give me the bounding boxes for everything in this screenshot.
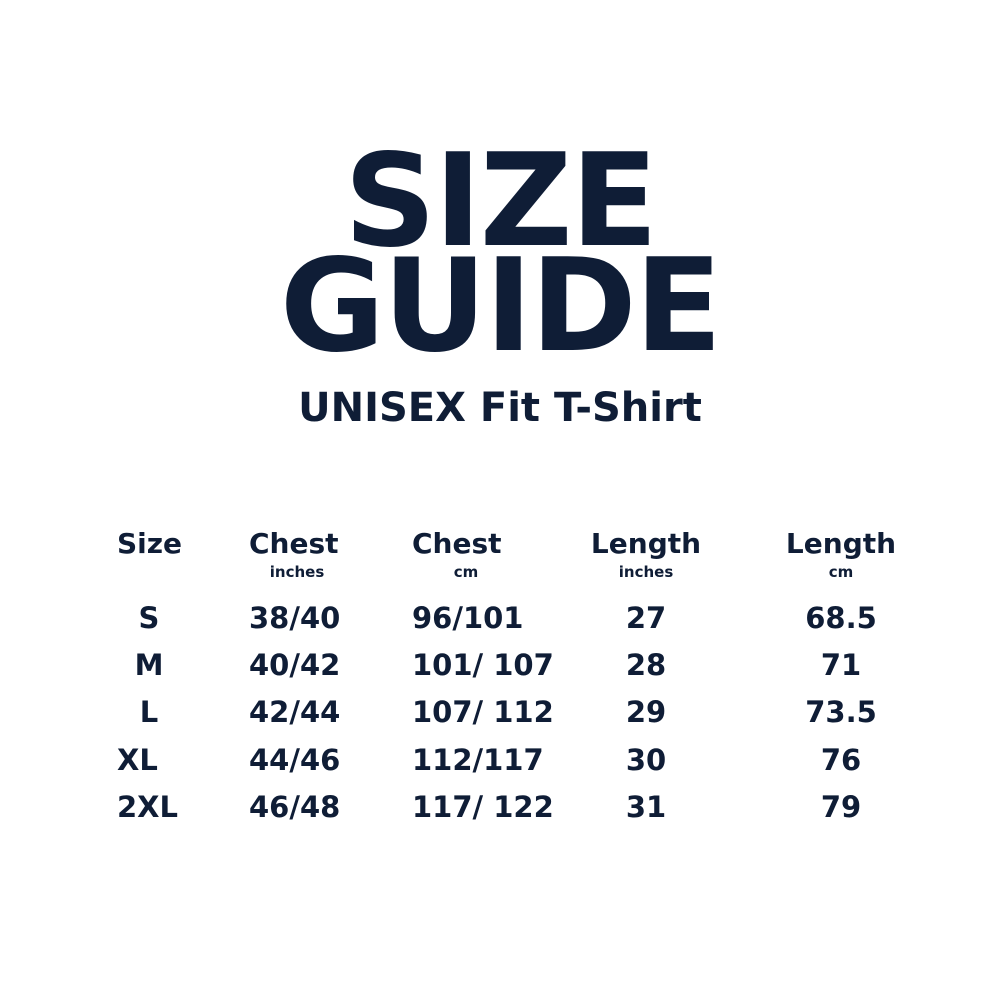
table-cell: 29 (625, 695, 667, 729)
table-cell: XL (117, 743, 158, 777)
column-header: Size (117, 527, 183, 560)
table-cell: 42/44 (249, 695, 341, 729)
table-cell: 2XL (117, 790, 179, 824)
column-unit: cm (828, 563, 854, 581)
table-cell: 107/ 112 (412, 695, 554, 729)
table-cell: M (134, 648, 164, 682)
title-line-1: SIZE (343, 127, 658, 276)
table-cell: 71 (820, 648, 862, 682)
table-cell: 46/48 (249, 790, 341, 824)
column-unit: inches (618, 563, 674, 581)
title-line-2: GUIDE (279, 232, 722, 381)
table-cell: S (138, 601, 160, 635)
table-cell: 112/117 (412, 743, 544, 777)
column-header: Length (590, 527, 702, 560)
column-header: Chest (249, 527, 339, 560)
subtitle: UNISEX Fit T-Shirt (298, 385, 702, 431)
column-header: Length (785, 527, 897, 560)
table-cell: 30 (625, 743, 667, 777)
table-cell: 76 (820, 743, 862, 777)
table-cell: 101/ 107 (412, 648, 554, 682)
table-cell: 38/40 (249, 601, 341, 635)
table-cell: 117/ 122 (412, 790, 554, 824)
column-unit: inches (269, 563, 325, 581)
column-unit: cm (453, 563, 479, 581)
table-cell: 96/101 (412, 601, 524, 635)
table-cell: 68.5 (805, 601, 877, 635)
table-cell: L (139, 695, 159, 729)
table-cell: 28 (625, 648, 667, 682)
table-cell: 31 (625, 790, 667, 824)
table-cell: 73.5 (805, 695, 877, 729)
table-cell: 44/46 (249, 743, 341, 777)
column-header: Chest (412, 527, 502, 560)
table-cell: 40/42 (249, 648, 341, 682)
table-cell: 79 (820, 790, 862, 824)
table-cell: 27 (625, 601, 667, 635)
